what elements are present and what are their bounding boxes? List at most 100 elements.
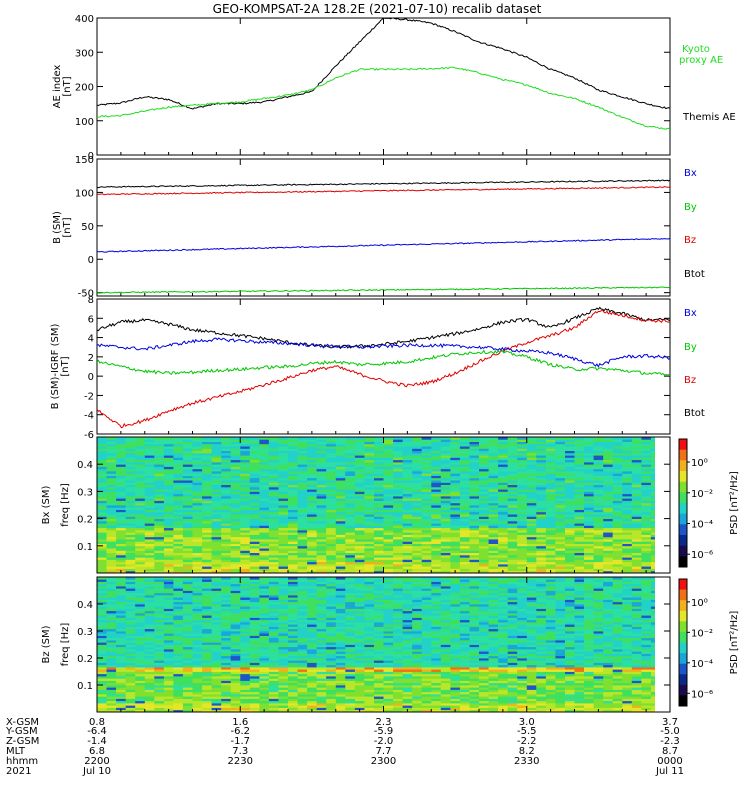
spectrogram-cell bbox=[632, 514, 642, 517]
spectrogram-cell bbox=[326, 498, 336, 501]
spectrogram-cell bbox=[527, 439, 537, 442]
spectrogram-cell bbox=[336, 546, 346, 549]
spectrogram-cell bbox=[575, 446, 585, 449]
spectrogram-cell bbox=[555, 494, 565, 497]
spectrogram-cell bbox=[613, 535, 623, 538]
spectrogram-cell bbox=[164, 444, 174, 447]
spectrogram-cell bbox=[641, 566, 651, 569]
spectrogram-cell bbox=[231, 514, 241, 517]
spectrogram-cell bbox=[154, 494, 164, 497]
spectrogram-cell bbox=[450, 553, 460, 556]
spectrogram-cell bbox=[317, 566, 327, 569]
spectrogram-cell bbox=[336, 464, 346, 467]
spectrogram-cell bbox=[279, 451, 289, 454]
spectrogram-cell bbox=[546, 539, 556, 542]
spectrogram-cell bbox=[374, 505, 384, 508]
spectrogram-cell bbox=[575, 464, 585, 467]
spectrogram-cell bbox=[498, 473, 508, 476]
spectrogram-cell bbox=[479, 451, 489, 454]
spectrogram-cell bbox=[584, 528, 594, 531]
spectrogram-cell bbox=[460, 451, 470, 454]
spectrogram-cell bbox=[450, 548, 460, 551]
spectrogram-cell bbox=[202, 665, 212, 668]
spectrogram-cell bbox=[202, 480, 212, 483]
spectrogram-cell bbox=[183, 696, 193, 699]
spectrogram-cell bbox=[603, 446, 613, 449]
spectrogram-cell bbox=[164, 633, 174, 636]
spectrogram-cell bbox=[116, 546, 126, 549]
spectrogram-cell bbox=[173, 498, 183, 501]
spectrogram-cell bbox=[632, 521, 642, 524]
spectrogram-cell bbox=[393, 532, 403, 535]
spectrogram-cell bbox=[632, 553, 642, 556]
spectrogram-cell bbox=[212, 633, 222, 636]
spectrogram-cell bbox=[173, 494, 183, 497]
spectrogram-cell bbox=[364, 521, 374, 524]
spectrogram-cell bbox=[412, 457, 422, 460]
spectrogram-cell bbox=[231, 528, 241, 531]
spectrogram-cell bbox=[240, 498, 250, 501]
spectrogram-cell bbox=[498, 532, 508, 535]
spectrogram-cell bbox=[107, 569, 117, 572]
spectrogram-cell bbox=[470, 494, 480, 497]
spectrogram-cell bbox=[374, 539, 384, 542]
spectrogram-cell bbox=[508, 546, 518, 549]
spectrogram-cell bbox=[154, 464, 164, 467]
spectrogram-cell bbox=[584, 480, 594, 483]
spectrogram-cell bbox=[259, 678, 269, 681]
spectrogram-cell bbox=[145, 553, 155, 556]
spectrogram-cell bbox=[613, 491, 623, 494]
spectrogram-cell bbox=[603, 478, 613, 481]
spectrogram-cell bbox=[403, 501, 413, 504]
spectrogram-cell bbox=[632, 505, 642, 508]
spectrogram-cell bbox=[584, 519, 594, 522]
spectrogram-cell bbox=[202, 660, 212, 663]
spectrogram-cell bbox=[164, 453, 174, 456]
spectrogram-cell bbox=[364, 444, 374, 447]
spectrogram-cell bbox=[183, 678, 193, 681]
spectrogram-cell bbox=[307, 439, 317, 442]
spectrogram-cell bbox=[336, 487, 346, 490]
spectrogram-cell bbox=[126, 473, 136, 476]
spectrogram-cell bbox=[336, 460, 346, 463]
spectrogram-cell bbox=[107, 597, 117, 600]
spectrogram-cell bbox=[450, 562, 460, 565]
spectrogram-cell bbox=[259, 507, 269, 510]
spectrogram-cell bbox=[450, 478, 460, 481]
spectrogram-cell bbox=[450, 546, 460, 549]
spectrogram-cell bbox=[231, 687, 241, 690]
spectrogram-cell bbox=[336, 507, 346, 510]
spectrogram-cell bbox=[202, 446, 212, 449]
spectrogram-cell bbox=[231, 485, 241, 488]
spectrogram-cell bbox=[221, 665, 231, 668]
spectrogram-cell bbox=[641, 439, 651, 442]
spectrogram-cell bbox=[288, 514, 298, 517]
spectrogram-cell bbox=[584, 494, 594, 497]
spectrogram-cell bbox=[164, 521, 174, 524]
spectrogram-cell bbox=[374, 457, 384, 460]
spectrogram-cell bbox=[450, 505, 460, 508]
spectrogram-cell bbox=[632, 569, 642, 572]
spectrogram-cell bbox=[135, 584, 145, 587]
spectrogram-cell bbox=[546, 525, 556, 528]
spectrogram-cell bbox=[202, 457, 212, 460]
spectrogram-cell bbox=[298, 439, 308, 442]
spectrogram-cell bbox=[97, 584, 107, 587]
spectrogram-cell bbox=[193, 559, 203, 562]
spectrogram-cell bbox=[183, 611, 193, 614]
spectrogram-cell bbox=[364, 519, 374, 522]
spectrogram-cell bbox=[135, 651, 145, 654]
spectrogram-cell bbox=[288, 548, 298, 551]
spectrogram-cell bbox=[584, 541, 594, 544]
spectrogram-cell bbox=[364, 451, 374, 454]
spectrogram-cell bbox=[145, 541, 155, 544]
spectrogram-cell bbox=[173, 579, 183, 582]
spectrogram-cell bbox=[450, 512, 460, 515]
spectrogram-cell bbox=[221, 444, 231, 447]
spectrogram-cell bbox=[403, 519, 413, 522]
spectrogram-cell bbox=[279, 548, 289, 551]
spectrogram-cell bbox=[126, 559, 136, 562]
spectrogram-cell bbox=[269, 460, 279, 463]
spectrogram-cell bbox=[498, 453, 508, 456]
spectrogram-cell bbox=[126, 514, 136, 517]
